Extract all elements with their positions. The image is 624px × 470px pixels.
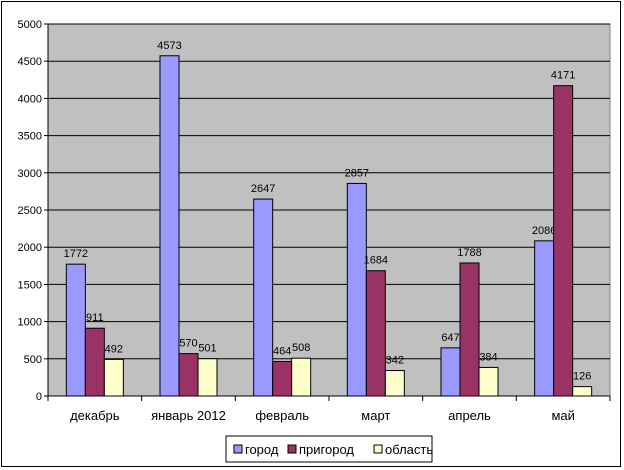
bar-город [440,347,461,397]
data-label: 4171 [551,70,575,82]
bar-область [384,370,405,397]
data-label: 647 [441,332,459,344]
data-label: 570 [179,338,197,350]
data-label: 384 [479,351,497,363]
bar-город [534,240,555,397]
y-tick-label: 500 [24,354,42,366]
bar-область [478,366,499,397]
y-tick-label: 3500 [18,131,42,143]
x-tick-label: декабрь [70,408,120,423]
data-label: 464 [273,345,291,357]
y-tick-label: 3000 [18,168,42,180]
bar-область [197,358,218,397]
data-label: 508 [292,342,310,354]
data-label: 2086 [532,225,556,237]
data-label: 4573 [157,40,181,52]
data-label: 2647 [251,183,275,195]
x-tick-label: май [551,408,574,423]
data-label: 501 [198,343,216,355]
bar-область [572,386,593,397]
data-label: 342 [386,355,404,367]
y-tick-label: 2000 [18,242,42,254]
data-label: 126 [573,371,591,383]
y-tick-label: 4500 [18,56,42,68]
bar-пригород [84,327,105,397]
bar-город [159,55,180,397]
legend-label: пригород [299,442,354,457]
bar-город [253,198,274,397]
data-label: 492 [105,343,123,355]
bar-область [103,358,124,397]
data-label: 1788 [457,247,481,259]
x-tick-label: январь 2012 [151,408,226,423]
bar-пригород [272,360,293,397]
bar-пригород [365,270,386,397]
bar-пригород [553,85,574,397]
legend [225,435,433,463]
x-tick-label: март [361,408,390,423]
legend-swatch [233,444,243,454]
legend-label: город [245,442,279,457]
data-label: 1684 [364,255,388,267]
data-label: 911 [86,312,104,324]
data-label: 2857 [345,167,369,179]
bar-город [65,263,86,397]
y-tick-label: 1000 [18,317,42,329]
legend-swatch [287,444,297,454]
legend-swatch [373,444,383,454]
y-tick-label: 2500 [18,205,42,217]
y-tick-label: 5000 [18,19,42,31]
bar-пригород [178,353,199,397]
data-label: 1772 [64,248,88,260]
bar-пригород [459,262,480,397]
bar-город [346,182,367,397]
y-tick-label: 4000 [18,93,42,105]
y-tick-label: 0 [36,391,42,403]
bar-область [291,357,312,397]
legend-label: область [385,442,433,457]
y-tick-label: 1500 [18,279,42,291]
x-tick-label: февраль [255,408,309,423]
x-tick-label: апрель [448,408,491,423]
